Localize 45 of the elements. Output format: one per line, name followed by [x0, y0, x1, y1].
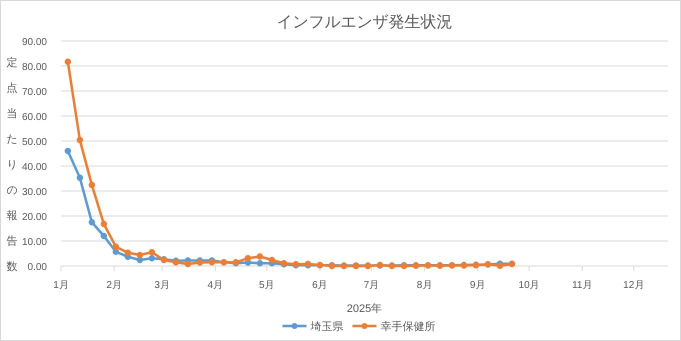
- x-tick-label: 3月: [154, 280, 170, 291]
- point: [76, 174, 84, 181]
- y-tick-label: 80.00: [22, 62, 48, 73]
- x-tick-label: 10月: [518, 280, 540, 291]
- x-tick-label: 1月: [53, 280, 69, 291]
- point: [100, 232, 108, 240]
- x-tick-label: 6月: [312, 280, 328, 291]
- point: [256, 253, 264, 260]
- x-tick-label: 2月: [106, 280, 122, 291]
- point: [112, 244, 120, 250]
- text: 定点当たりの報告数: [6, 57, 18, 273]
- legend-label: 埼玉県: [310, 321, 344, 333]
- point: [148, 249, 156, 256]
- point: [76, 136, 84, 144]
- legend-label: 幸手保健所: [380, 320, 436, 333]
- x-axis-title: 2025年: [346, 303, 382, 315]
- y-tick-label: 0.00: [28, 262, 48, 273]
- x-tick-label: 7月: [364, 280, 380, 291]
- y-tick-label: 90.00: [22, 37, 48, 48]
- point: [88, 182, 96, 188]
- point: [184, 260, 192, 268]
- chart-title: インフルエンザ発生状況: [276, 13, 452, 31]
- point: [64, 148, 72, 154]
- y-tick-label: 20.00: [22, 212, 48, 223]
- y-tick-label: 10.00: [22, 237, 48, 248]
- x-tick-label: 8月: [416, 280, 432, 291]
- y-tick-label: 70.00: [22, 87, 48, 98]
- x-tick-label: 11月: [572, 280, 592, 291]
- x-tick-label: 4月: [208, 280, 224, 291]
- point: [148, 255, 156, 262]
- point: [244, 255, 252, 262]
- x-tick-label: 9月: [470, 280, 486, 291]
- point: [100, 220, 108, 228]
- point: [124, 250, 132, 256]
- point: [256, 260, 264, 266]
- y-tick-label: 60.00: [22, 112, 48, 123]
- y-tick-label: 40.00: [22, 162, 48, 173]
- point: [136, 252, 144, 258]
- point: [88, 219, 96, 226]
- point: [268, 256, 276, 264]
- y-tick-label: 50.00: [22, 137, 48, 148]
- x-tick-label: 12月: [623, 280, 644, 291]
- y-tick-label: 30.00: [22, 187, 48, 198]
- x-tick-label: 5月: [258, 280, 275, 291]
- point: [64, 58, 72, 65]
